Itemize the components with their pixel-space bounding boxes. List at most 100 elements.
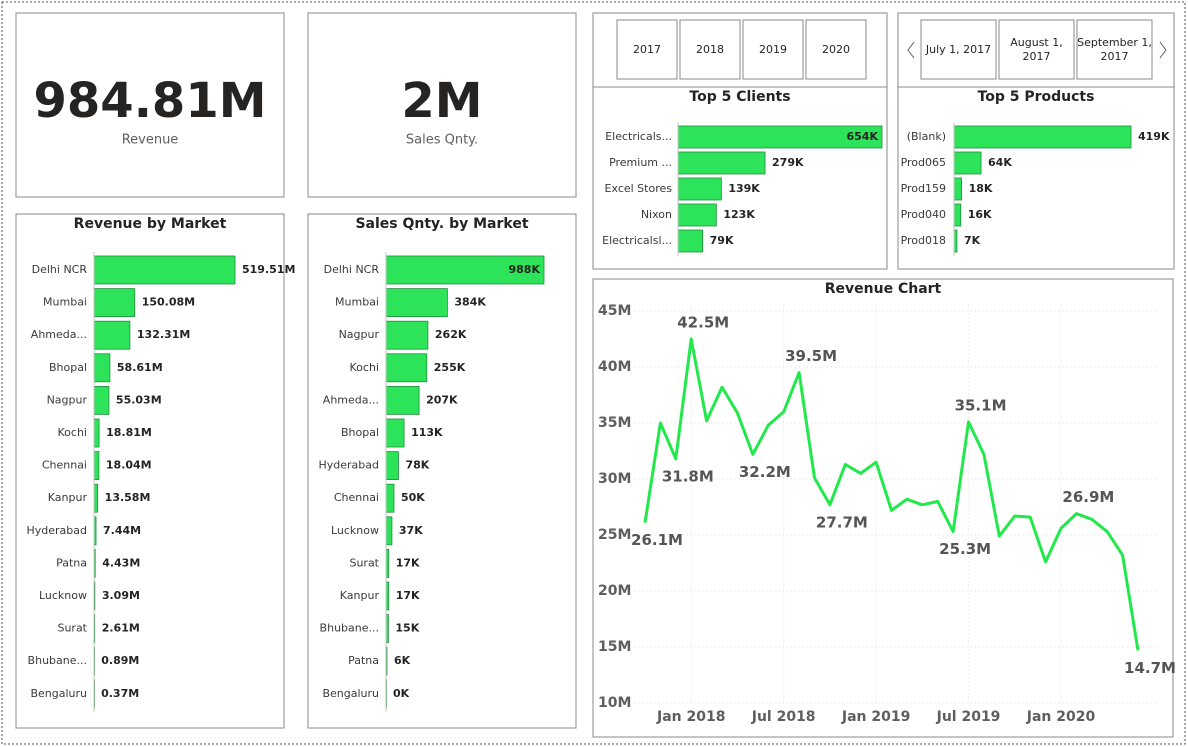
data-label: 27.7M [816,513,868,531]
data-label: 384K [454,296,486,309]
data-label: 2.61M [102,622,140,635]
card-value: 2M [401,73,482,129]
y-tick-label: 20M [598,583,631,599]
bar [93,451,100,481]
bar [93,353,111,383]
data-label: 0.37M [101,687,139,700]
data-label: 17K [396,589,420,602]
category-label: Hyderabad [319,459,380,472]
data-label: 50K [401,491,425,504]
card-label: Revenue [122,133,179,148]
bar [93,288,136,318]
bar [93,320,131,350]
data-label: 15K [395,622,419,635]
category-label: Hyderabad [27,524,88,537]
chart-title: Revenue by Market [74,216,227,232]
data-label: 17K [396,556,420,569]
data-label: 25.3M [939,540,991,558]
data-label: 32.2M [739,463,791,481]
year-button[interactable] [805,19,867,80]
chart-title: Sales Qnty. by Market [355,216,528,232]
bar [953,125,1132,149]
bar [953,177,963,201]
next-arrow[interactable] [1159,41,1167,59]
category-label: Nagpur [47,393,88,406]
data-label: 654K [847,130,879,143]
category-label: Delhi NCR [32,263,88,276]
x-tick-label: Jan 2020 [1026,709,1096,725]
bar [953,151,982,175]
date-button[interactable] [920,19,997,80]
category-label: Bengaluru [30,687,87,700]
date-button[interactable] [1076,19,1153,80]
data-label: 18.81M [106,426,152,439]
year-label: 2019 [759,43,787,56]
data-label: 113K [411,426,443,439]
data-label: 3.09M [102,589,140,602]
bar [385,385,420,415]
card-panel [307,12,577,198]
category-label: Prod040 [901,208,946,221]
data-label: 18.04M [106,459,152,472]
data-label: 150.08M [142,296,195,309]
bar [677,203,717,227]
data-label: 4.43M [102,556,140,569]
chart-panel [897,86,1175,270]
data-label: 39.5M [785,347,837,365]
chart-panel [592,278,1174,738]
x-tick-label: Jul 2018 [751,709,816,725]
data-label: 519.51M [242,263,295,276]
data-label: 279K [772,156,804,169]
bar [953,203,962,227]
category-label: Prod018 [901,234,946,247]
date-button[interactable] [998,19,1075,80]
date-label: August 1, 2017 [1010,36,1063,63]
chart-panel [15,213,285,729]
year-label: 2018 [696,43,724,56]
data-label: 55.03M [116,393,162,406]
data-label: 0.89M [101,654,139,667]
data-label: 14.7M [1124,659,1176,677]
bar [385,320,429,350]
date-label: July 1, 2017 [925,43,991,56]
data-label: 207K [426,393,458,406]
year-button[interactable] [742,19,804,80]
bar [385,353,428,383]
category-label: Patna [56,556,87,569]
category-label: Nixon [641,208,672,221]
x-tick-label: Jan 2019 [841,709,910,725]
category-label: Premium ... [609,156,672,169]
category-label: Nagpur [339,328,380,341]
category-label: Surat [349,556,379,569]
data-label: 255K [434,361,466,374]
y-tick-label: 15M [598,639,631,655]
year-button[interactable] [679,19,741,80]
data-label: 7K [964,234,981,247]
bar [93,418,100,448]
category-label: Kochi [350,361,379,374]
data-label: 0K [393,687,410,700]
prev-arrow[interactable] [907,41,915,59]
category-label: Kanpur [340,589,380,602]
y-tick-label: 25M [598,527,631,543]
bar [385,255,545,285]
card-label: Sales Qnty. [406,133,478,148]
category-label: Chennai [42,459,87,472]
category-label: Surat [57,622,87,635]
data-label: 6K [394,654,411,667]
bar [385,516,393,546]
category-label: Mumbai [335,296,379,309]
bar [385,288,448,318]
category-label: Prod065 [901,156,946,169]
category-label: Ahmeda... [31,328,87,341]
data-label: 139K [728,182,760,195]
data-label: 31.8M [662,467,714,485]
data-label: 37K [399,524,423,537]
category-label: Delhi NCR [324,263,380,276]
category-label: Lucknow [39,589,87,602]
year-button[interactable] [616,19,678,80]
data-label: 26.1M [631,531,683,549]
data-label: 18K [969,182,993,195]
